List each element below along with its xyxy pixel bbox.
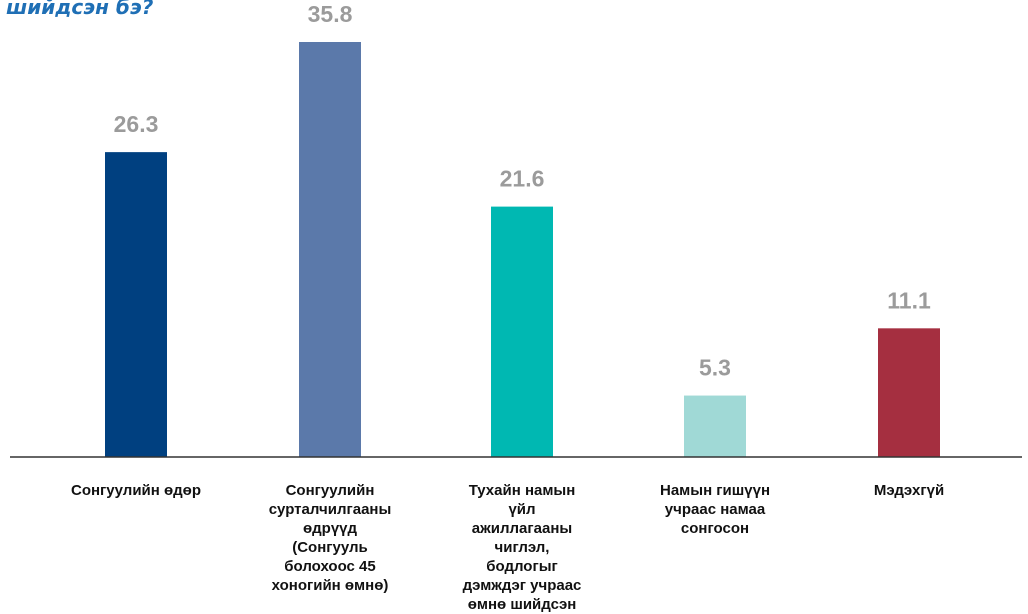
value-labels-group: 26.3 35.8 21.6 5.3 11.1 xyxy=(114,1,931,381)
bar-chart: шийдсэн бэ? 26.3 35.8 21.6 5.3 11.1 xyxy=(6,0,1022,458)
bar-1 xyxy=(105,152,167,457)
bar-4 xyxy=(684,395,746,457)
value-label-2: 35.8 xyxy=(308,1,353,27)
bar-3 xyxy=(491,206,553,457)
bar-5 xyxy=(878,328,940,457)
category-label-2: Сонгуулийн сурталчилгааны өдрүүд (Сонгуу… xyxy=(268,482,392,594)
bars-group xyxy=(105,42,940,457)
category-label-1: Сонгуулийн өдөр xyxy=(71,482,201,499)
category-label-5: Мэдэхгүй xyxy=(873,482,945,499)
category-label-4: Намын гишүүн учраас намаа сонгосон xyxy=(659,482,771,537)
chart-title: шийдсэн бэ? xyxy=(6,0,154,19)
value-label-5: 11.1 xyxy=(887,287,931,313)
value-label-4: 5.3 xyxy=(699,355,731,381)
value-label-3: 21.6 xyxy=(500,166,545,192)
category-label-3: Тухайн намын үйл ажиллагааны чиглэл, бод… xyxy=(462,482,582,613)
value-label-1: 26.3 xyxy=(114,111,159,137)
bar-2 xyxy=(299,42,361,457)
